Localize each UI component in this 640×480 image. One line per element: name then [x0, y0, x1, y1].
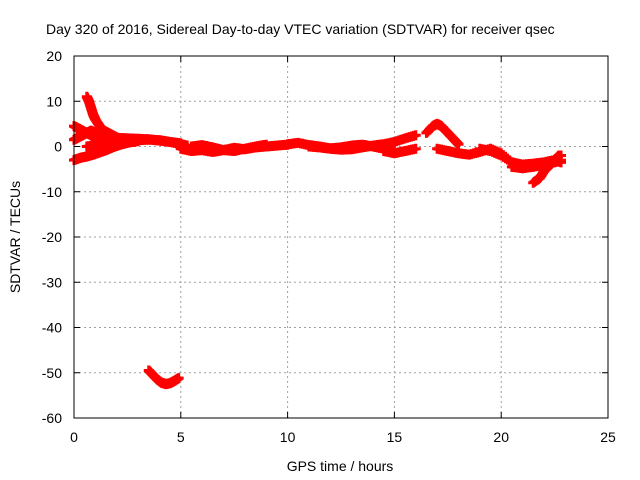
x-axis-label: GPS time / hours [287, 458, 394, 474]
data-point [453, 139, 464, 150]
x-tick-label: 20 [493, 429, 509, 445]
series-arc17 [143, 365, 184, 390]
series-arc12 [421, 118, 464, 150]
data-points [69, 91, 567, 390]
data-point [410, 143, 421, 154]
data-point [173, 373, 184, 384]
x-tick-label: 10 [280, 429, 296, 445]
x-tick-label: 0 [70, 429, 78, 445]
axis-ticks: 0 5 10 15 20 25 20 10 0 -10 -20 -30 -40 -50 -60 [42, 48, 616, 445]
y-tick-label: -60 [42, 410, 62, 426]
y-tick-label: 0 [54, 139, 62, 155]
series-arc16 [528, 150, 567, 188]
x-tick-label: 5 [177, 429, 185, 445]
chart-title: Day 320 of 2016, Sidereal Day-to-day VTE… [46, 21, 555, 37]
series-arc11 [378, 143, 421, 159]
y-tick-label: -50 [42, 365, 62, 381]
y-tick-label: -10 [42, 184, 62, 200]
data-point [556, 150, 567, 161]
y-tick-label: -40 [42, 320, 62, 336]
y-tick-label: 20 [46, 48, 62, 64]
x-tick-label: 15 [387, 429, 403, 445]
series-arc6 [101, 132, 186, 149]
y-tick-label: 10 [46, 93, 62, 109]
series-arc8 [186, 139, 272, 157]
grid-lines [74, 56, 608, 418]
x-tick-label: 25 [600, 429, 616, 445]
data-point [410, 130, 421, 141]
data-point [261, 139, 272, 150]
y-tick-label: -20 [42, 229, 62, 245]
y-axis-label: SDTVAR / TECUs [7, 181, 23, 293]
y-tick-label: -30 [42, 274, 62, 290]
series-arc10 [303, 130, 421, 155]
